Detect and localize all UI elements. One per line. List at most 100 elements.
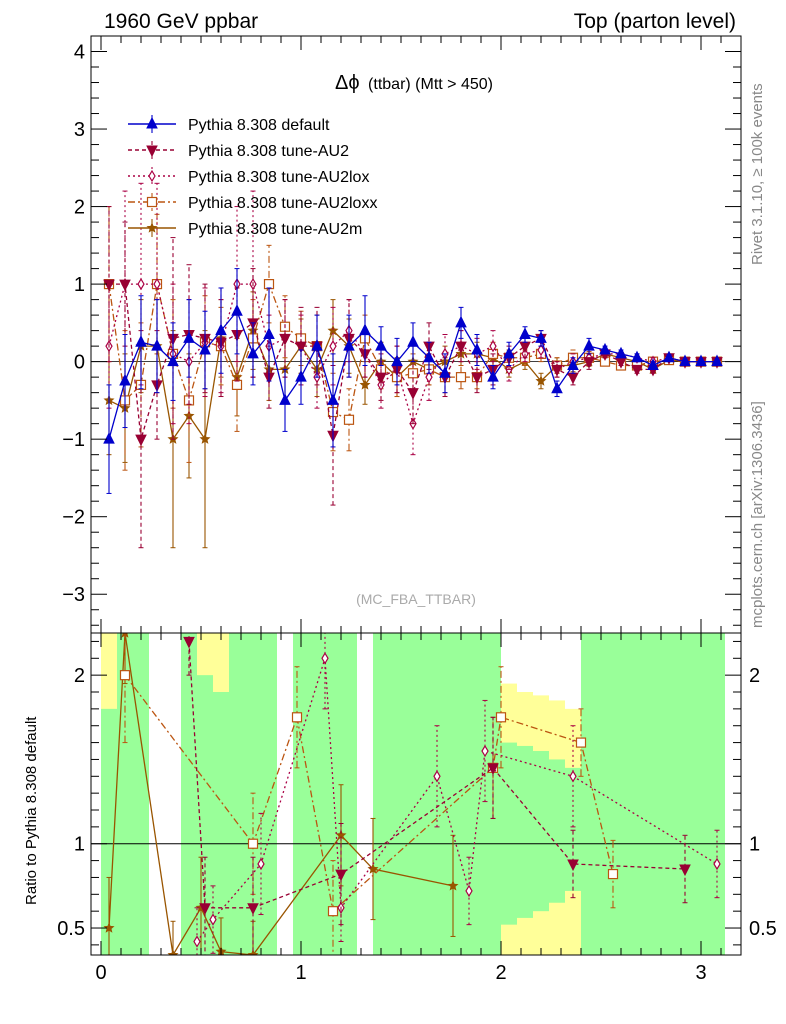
main-point-default	[151, 339, 163, 351]
band-green	[613, 633, 629, 955]
ratio-point-au2	[567, 859, 579, 872]
ratio-point-au2loxx	[607, 868, 619, 880]
ratio-y-tick-label-left: 2	[74, 665, 85, 687]
main-point-default	[279, 393, 291, 405]
band-green	[501, 742, 517, 925]
main-point-au2	[519, 341, 531, 354]
ratio-point-au2loxx	[119, 670, 131, 681]
main-point-au2loxx	[263, 279, 275, 290]
ratio-series-au2	[183, 633, 691, 955]
ratio-point-au2lox	[569, 770, 577, 783]
ratio-point-au2lox	[257, 857, 265, 871]
main-point-default	[263, 327, 275, 339]
main-point-au2	[119, 279, 131, 292]
main-point-au2m	[327, 324, 339, 336]
legend-label-au2: Pythia 8.308 tune-AU2	[188, 143, 349, 160]
band-green	[229, 633, 245, 955]
legend-marker-au2	[146, 145, 158, 158]
header-left-title: 1960 GeV ppbar	[104, 10, 258, 33]
ratio-point-au2loxx	[247, 838, 259, 849]
main-point-au2	[279, 333, 291, 346]
header-right-title: Top (parton level)	[574, 10, 736, 33]
main-point-default	[631, 350, 643, 363]
band-green	[469, 633, 485, 955]
ratio-y-tick-label-left: 0.5	[57, 918, 85, 940]
main-point-au2	[471, 372, 483, 385]
ratio-point-au2loxx	[495, 712, 507, 723]
ratio-y-tick-label-right: 2	[749, 665, 760, 687]
ratio-y-tick-label-right: 1	[749, 834, 760, 856]
legend-label-au2m: Pythia 8.308 tune-AU2m	[188, 221, 362, 238]
main-point-au2m	[199, 433, 211, 444]
legend: Pythia 8.308 default Pythia 8.308 tune-AU…	[128, 115, 377, 238]
main-point-default	[119, 373, 131, 386]
main-point-default	[471, 342, 483, 355]
legend-item-au2lox: Pythia 8.308 tune-AU2lox	[128, 167, 369, 186]
main-point-au2	[551, 364, 563, 377]
ratio-line-au2loxx	[124, 674, 614, 913]
ratio-plot-area	[91, 633, 741, 955]
main-point-default	[231, 304, 243, 316]
legend-marker-au2loxx	[146, 196, 158, 208]
main-point-au2	[135, 434, 147, 447]
main-point-au2lox	[153, 277, 161, 291]
band-green	[709, 633, 725, 955]
legend-item-au2loxx: Pythia 8.308 tune-AU2loxx	[128, 193, 377, 212]
band-green	[373, 633, 389, 955]
main-point-au2lox	[537, 343, 545, 357]
y-tick-label: 0	[74, 352, 85, 374]
y-tick-label: −1	[62, 429, 85, 451]
main-point-au2	[455, 341, 467, 354]
band-green	[517, 745, 533, 918]
band-green	[341, 633, 357, 955]
y-tick-label: 1	[74, 274, 85, 296]
ratio-plot-panel: 0.5 0.5 1 1 2 2 0 1 2 3	[57, 632, 777, 984]
ratio-point-au2loxx	[575, 737, 587, 748]
ratio-y-tick-label-right: 0.5	[749, 918, 777, 940]
main-point-default	[583, 339, 595, 351]
main-y-axis: −3 −2 −1 0 1 2 3 4	[62, 42, 741, 626]
main-point-default	[183, 331, 195, 343]
main-point-au2	[567, 372, 579, 385]
main-point-au2loxx	[343, 414, 355, 425]
main-point-default	[167, 354, 179, 367]
band-green	[677, 633, 693, 955]
main-point-au2m	[535, 375, 547, 386]
mcplots-label: mcplots.cern.ch [arXiv:1306.3436]	[749, 401, 766, 628]
band-green	[101, 708, 117, 955]
main-point-default	[535, 331, 547, 343]
main-point-default	[647, 358, 659, 371]
x-tick-label: 2	[495, 962, 506, 984]
ratio-ylabel: Ratio to Pythia 8.308 default	[23, 716, 40, 905]
band-green	[437, 633, 453, 955]
main-line-au2	[109, 283, 717, 440]
band-green	[597, 633, 613, 955]
main-series-default	[103, 268, 723, 494]
band-green	[645, 633, 661, 955]
legend-item-default: Pythia 8.308 default	[128, 115, 330, 134]
main-point-default	[599, 342, 611, 355]
main-point-au2m	[359, 379, 371, 390]
ratio-y-axis: 0.5 0.5 1 1 2 2	[57, 640, 777, 946]
ratio-point-au2m	[167, 949, 179, 955]
main-point-default	[439, 366, 451, 378]
band-green	[533, 751, 549, 912]
main-point-default	[375, 339, 387, 351]
legend-label-au2lox: Pythia 8.308 tune-AU2lox	[188, 169, 369, 186]
ratio-point-au2m	[103, 922, 115, 933]
ratio-point-au2lox	[193, 935, 201, 948]
ratio-point-au2lox	[465, 884, 473, 898]
watermark: (MC_FBA_TTBAR)	[356, 591, 476, 607]
main-x-ticks	[100, 36, 722, 633]
y-tick-label: 4	[74, 42, 85, 64]
legend-item-au2: Pythia 8.308 tune-AU2	[128, 141, 349, 160]
main-point-default	[215, 323, 227, 336]
main-point-default	[663, 350, 675, 363]
ratio-point-au2lox	[321, 652, 329, 665]
ratio-point-au2	[183, 636, 195, 649]
ratio-uncertainty-band	[101, 633, 725, 955]
main-point-au2	[375, 372, 387, 385]
ratio-point-au2m	[367, 863, 379, 874]
ratio-point-au2lox	[481, 744, 489, 758]
